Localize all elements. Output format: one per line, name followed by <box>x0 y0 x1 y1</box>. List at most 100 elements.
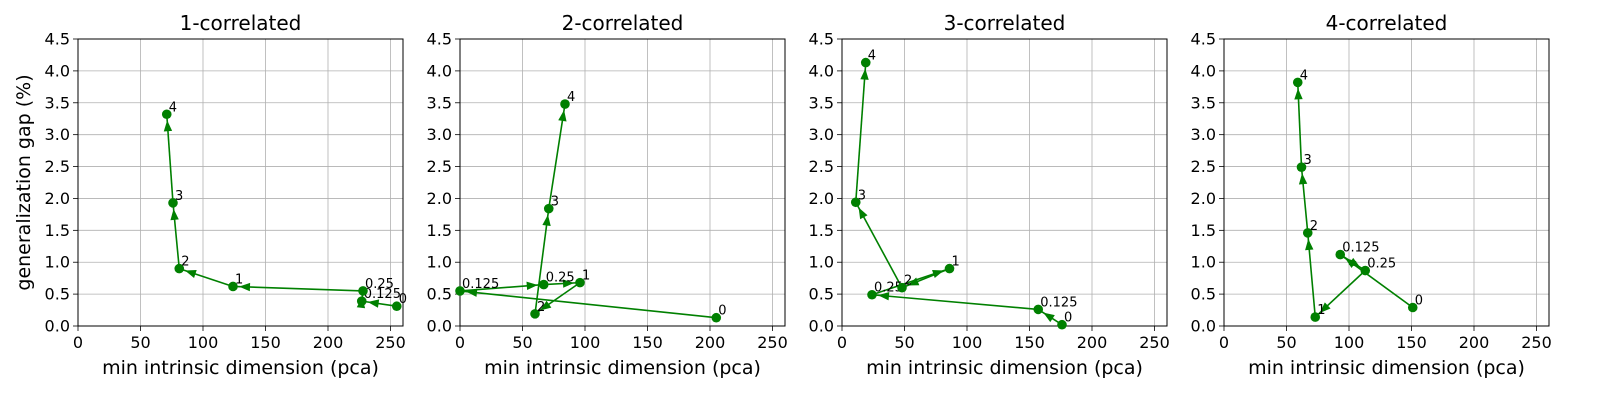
data-point <box>543 203 554 214</box>
y-tick-label: 4.5 <box>809 30 834 49</box>
data-point-label: 0.25 <box>874 281 903 296</box>
data-point <box>560 99 570 109</box>
panel-2: 0 50 100 150 200 250 0.0 0.5 1.0 1.5 2.0 2.5 3.0 3.5 4… <box>427 11 788 379</box>
x-tick-label: 250 <box>1521 333 1552 352</box>
data-point <box>575 277 585 288</box>
data-point <box>161 109 172 120</box>
y-tick-label: 2.0 <box>45 189 70 208</box>
series-segment <box>547 103 566 209</box>
data-point-label: 1 <box>952 255 960 270</box>
series-arrowhead <box>170 208 179 221</box>
y-tick-label: 0.5 <box>45 285 70 304</box>
x-tick-label: 200 <box>695 333 726 352</box>
series-arrowhead <box>858 207 868 220</box>
x-tick-label: 250 <box>1139 333 1170 352</box>
y-tick-label: 2.5 <box>1191 157 1216 176</box>
series-arrowhead <box>542 214 551 227</box>
x-tick-label: 100 <box>188 333 219 352</box>
axes-frame <box>459 38 786 327</box>
y-tick-label: 4.0 <box>809 61 834 80</box>
x-axis-label: min intrinsic dimension (pca) <box>102 357 379 379</box>
x-tick-label: 150 <box>250 333 281 352</box>
data-point-label: 3 <box>551 195 559 210</box>
data-point-label: 0 <box>1064 311 1072 326</box>
data-point <box>897 282 907 293</box>
series-arrowhead <box>1348 257 1361 268</box>
data-point-label: 0.125 <box>1040 295 1077 310</box>
x-tick-label: 100 <box>570 333 601 352</box>
y-tick-label: 0.5 <box>1191 285 1216 304</box>
series-arrowhead <box>558 109 567 122</box>
data-point <box>1057 319 1067 330</box>
y-tick-label: 4.0 <box>427 61 452 80</box>
series-arrowhead <box>163 120 173 132</box>
data-point <box>168 198 178 208</box>
data-point <box>1407 302 1418 313</box>
axes-frame <box>841 38 1168 327</box>
data-point <box>538 279 549 290</box>
y-tick-label: 1.0 <box>1191 253 1216 272</box>
y-tick-label: 3.5 <box>427 93 452 112</box>
data-point-label: 3 <box>175 189 183 204</box>
series-arrowhead <box>1305 238 1314 251</box>
data-point-label: 0 <box>399 292 407 307</box>
data-point <box>944 263 955 274</box>
y-axis-label: generalization gap (%) <box>13 74 35 290</box>
data-point-label: 3 <box>858 188 866 203</box>
x-tick-label: 100 <box>1334 333 1365 352</box>
x-axis-label: min intrinsic dimension (pca) <box>484 357 761 379</box>
data-point-label: 4 <box>868 49 876 64</box>
series-segment <box>232 285 364 292</box>
x-tick-label: 50 <box>130 333 150 352</box>
panel-1: 0 50 100 150 200 250 0.0 0.5 1.0 1.5 2.0 2.5 3.0 3.5 4… <box>13 11 407 379</box>
chart-title: 4-correlated <box>1326 11 1448 35</box>
data-point-label: 2 <box>904 274 912 289</box>
panel-3: 0 50 100 150 200 250 0.0 0.5 1.0 1.5 2.0 2.5 3.0 3.5 4… <box>809 11 1170 379</box>
series-segment <box>871 293 1039 311</box>
chart-title: 1-correlated <box>180 11 302 35</box>
data-point-label: 4 <box>1300 68 1308 83</box>
grid <box>77 38 403 327</box>
data-point <box>1033 304 1044 315</box>
y-tick-label: 3.0 <box>427 125 452 144</box>
data-point-label: 4 <box>567 90 575 105</box>
y-tick-label: 4.5 <box>427 30 452 49</box>
series-arrowhead <box>1043 312 1055 323</box>
data-point <box>860 57 871 68</box>
x-tick-label: 50 <box>512 333 532 352</box>
data-point <box>850 197 861 208</box>
y-tick-label: 1.5 <box>809 221 834 240</box>
data-point-label: 0.125 <box>364 287 401 302</box>
series-arrowhead <box>860 68 869 80</box>
y-tick-label: 2.5 <box>45 157 70 176</box>
series-arrowhead <box>1298 173 1308 185</box>
y-tick-label: 4.5 <box>45 30 70 49</box>
series-arrowhead <box>238 282 251 292</box>
data-point <box>1310 312 1321 322</box>
data-point <box>1302 228 1313 238</box>
data-point <box>455 286 465 296</box>
panel-4: 0 50 100 150 200 250 0.0 0.5 1.0 1.5 2.0 2.5 3.0 3.5 4… <box>1191 11 1552 379</box>
series-segment <box>459 290 717 319</box>
series-arrowhead <box>367 299 380 308</box>
y-tick-label: 2.5 <box>427 157 452 176</box>
x-tick-label: 0 <box>73 333 83 352</box>
x-tick-label: 250 <box>757 333 788 352</box>
data-point <box>356 296 367 306</box>
y-tick-label: 1.5 <box>45 221 70 240</box>
grid <box>1223 38 1549 327</box>
x-tick-label: 0 <box>837 333 847 352</box>
y-tick-label: 3.5 <box>45 93 70 112</box>
series-arrowhead <box>562 279 575 288</box>
y-tick-label: 3.0 <box>1191 125 1216 144</box>
x-tick-label: 50 <box>1276 333 1296 352</box>
series-segment <box>534 208 550 314</box>
x-tick-label: 50 <box>894 333 914 352</box>
y-tick-label: 2.5 <box>809 157 834 176</box>
data-point-label: 1 <box>582 269 590 284</box>
y-tick-label: 2.0 <box>809 189 834 208</box>
x-tick-label: 0 <box>1219 333 1229 352</box>
data-point <box>1335 249 1346 260</box>
data-point <box>228 281 238 292</box>
